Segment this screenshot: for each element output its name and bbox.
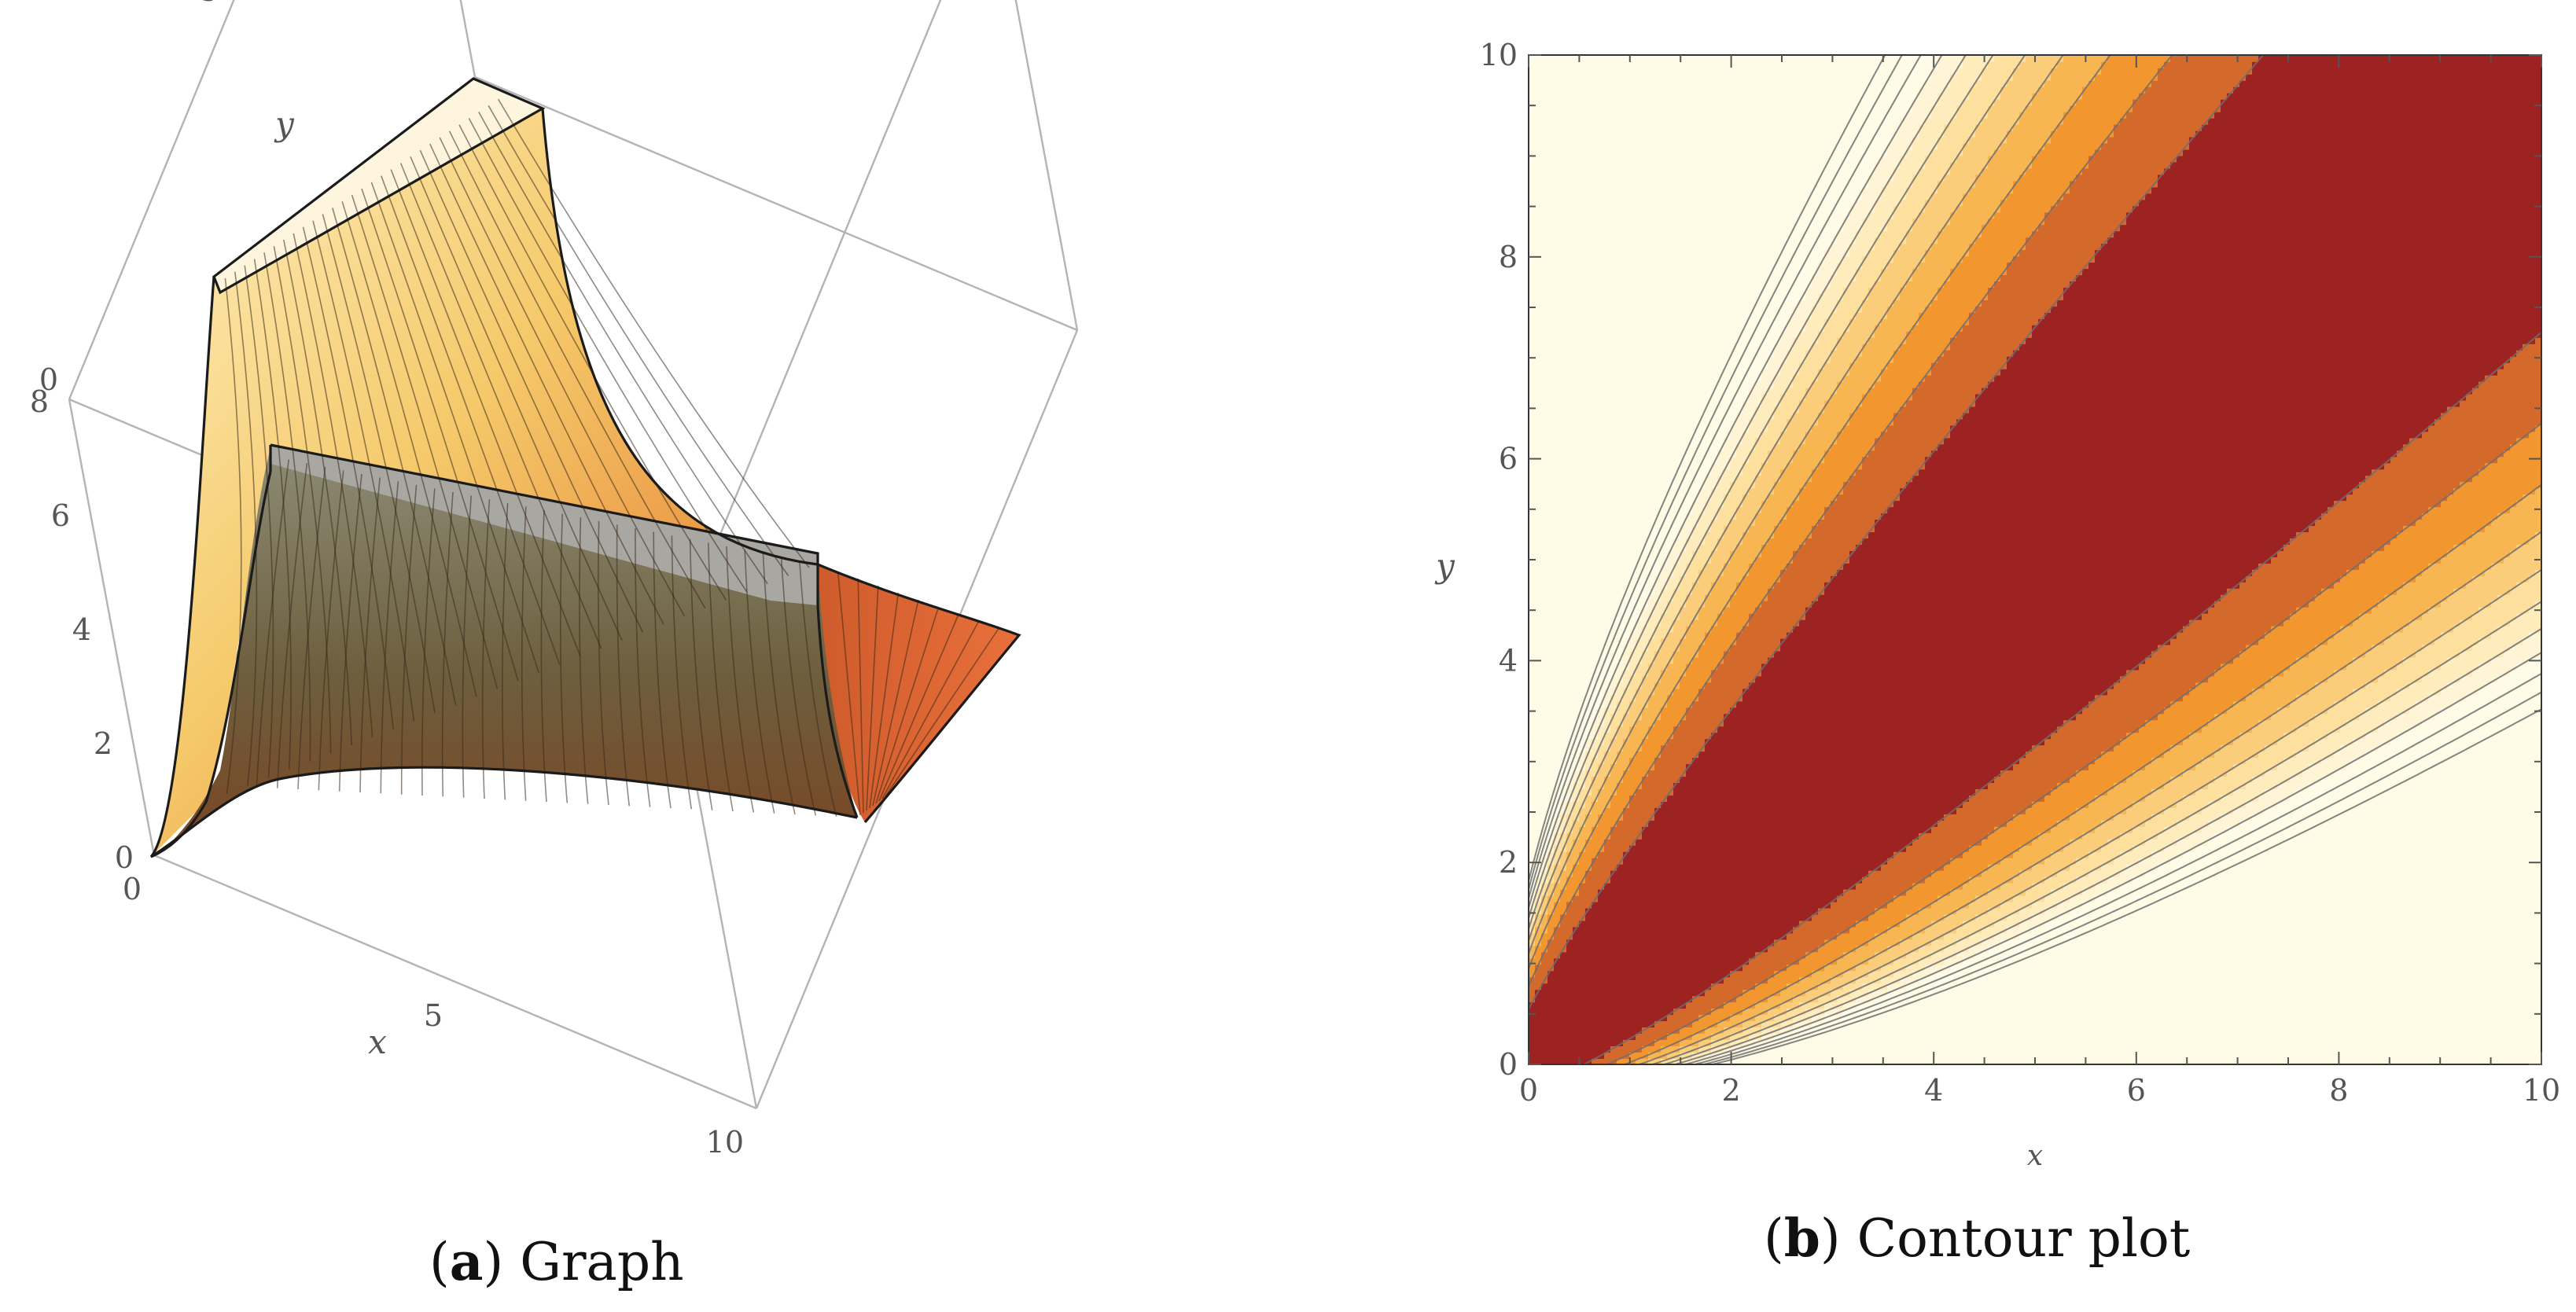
z-tick-label: 6 bbox=[51, 498, 70, 533]
contour-line-lower bbox=[1712, 708, 2541, 1064]
z-tick-label: 2 bbox=[94, 726, 112, 761]
contour-line-upper bbox=[1529, 55, 1943, 909]
contour-lines bbox=[1529, 55, 2541, 1064]
surface-right-edge bbox=[817, 563, 1021, 824]
contour-line-lower bbox=[1685, 651, 2541, 1064]
contour-x-tick-label: 4 bbox=[1924, 1073, 1943, 1108]
y-axis-label: y bbox=[274, 105, 295, 143]
surface-left-edge bbox=[149, 276, 215, 858]
z-tick-label: 4 bbox=[72, 612, 91, 647]
contour-plot-panel: 0 2 4 6 8 10 0 2 4 6 8 10 x y bbox=[1434, 38, 2560, 1172]
x-tick-label: 5 bbox=[424, 998, 443, 1033]
x-tick-label: 10 bbox=[706, 1125, 744, 1159]
contour-fill bbox=[1529, 55, 2541, 1064]
contour-line-upper bbox=[1529, 55, 2173, 987]
contour-line-lower bbox=[1652, 568, 2541, 1064]
contour-ticks bbox=[1528, 54, 2542, 1065]
contour-line-lower bbox=[1639, 531, 2541, 1064]
x-axis-label: x bbox=[368, 1023, 387, 1061]
contour-y-tick-label: 6 bbox=[1499, 442, 1518, 476]
z-tick-label: 0 bbox=[115, 840, 134, 875]
contour-line-lower bbox=[1703, 691, 2541, 1064]
contour-line-lower bbox=[1664, 601, 2541, 1064]
contour-line-upper bbox=[1529, 55, 1886, 881]
contour-line-upper bbox=[1529, 55, 1903, 890]
contour-line-upper bbox=[1529, 55, 2064, 954]
contour-line-upper bbox=[1529, 55, 1994, 929]
contour-x-tick-label: 2 bbox=[1722, 1073, 1741, 1108]
surface bbox=[151, 79, 1019, 857]
contour-line-lower bbox=[1675, 627, 2541, 1064]
contour-y-tick-label: 0 bbox=[1499, 1047, 1518, 1082]
surface-bottom-edge bbox=[150, 766, 858, 858]
surface-back-sheet bbox=[151, 79, 818, 857]
caption-b: (b) Contour plot bbox=[1764, 1207, 2190, 1269]
contour-x-tick-label: 0 bbox=[1519, 1073, 1538, 1108]
contour-line-upper bbox=[1529, 55, 1922, 899]
contour-line-lower bbox=[1695, 672, 2541, 1064]
contour-y-axis-label: y bbox=[1434, 546, 1455, 585]
contour-line-upper bbox=[1529, 55, 1967, 919]
contour-x-tick-label: 10 bbox=[2523, 1073, 2560, 1108]
surface-back-edge bbox=[541, 108, 819, 566]
y-tick-label: 0 bbox=[39, 362, 58, 397]
surface-outline bbox=[149, 77, 1021, 858]
cut-edge-front bbox=[270, 443, 819, 605]
contour-line-upper bbox=[1529, 55, 2111, 969]
x-tick-label: 0 bbox=[123, 872, 142, 906]
contour-y-tick-label: 8 bbox=[1499, 240, 1518, 274]
contour-line-lower bbox=[1606, 422, 2541, 1064]
contour-y-tick-label: 4 bbox=[1499, 643, 1518, 678]
contour-y-tick-label: 10 bbox=[1480, 38, 1518, 72]
contour-x-tick-label: 8 bbox=[2329, 1073, 2348, 1108]
y-tick-label: 5 bbox=[200, 0, 219, 8]
surface-right-tail bbox=[818, 564, 1019, 822]
surface-graph-panel: 0246805100510xy bbox=[30, 0, 1079, 1159]
contour-line-lower bbox=[1624, 483, 2541, 1064]
z-tick-label: 8 bbox=[30, 384, 49, 419]
contour-x-tick-label: 6 bbox=[2127, 1073, 2146, 1108]
caption-a: (a) Graph bbox=[429, 1231, 684, 1292]
contour-line-lower bbox=[1584, 331, 2541, 1064]
surface-top-cut-face bbox=[214, 79, 543, 292]
contour-x-axis-label: x bbox=[2027, 1140, 2043, 1172]
contour-y-tick-label: 2 bbox=[1499, 845, 1518, 880]
contour-line-upper bbox=[1529, 55, 2265, 1010]
contour-line-upper bbox=[1529, 55, 2026, 942]
